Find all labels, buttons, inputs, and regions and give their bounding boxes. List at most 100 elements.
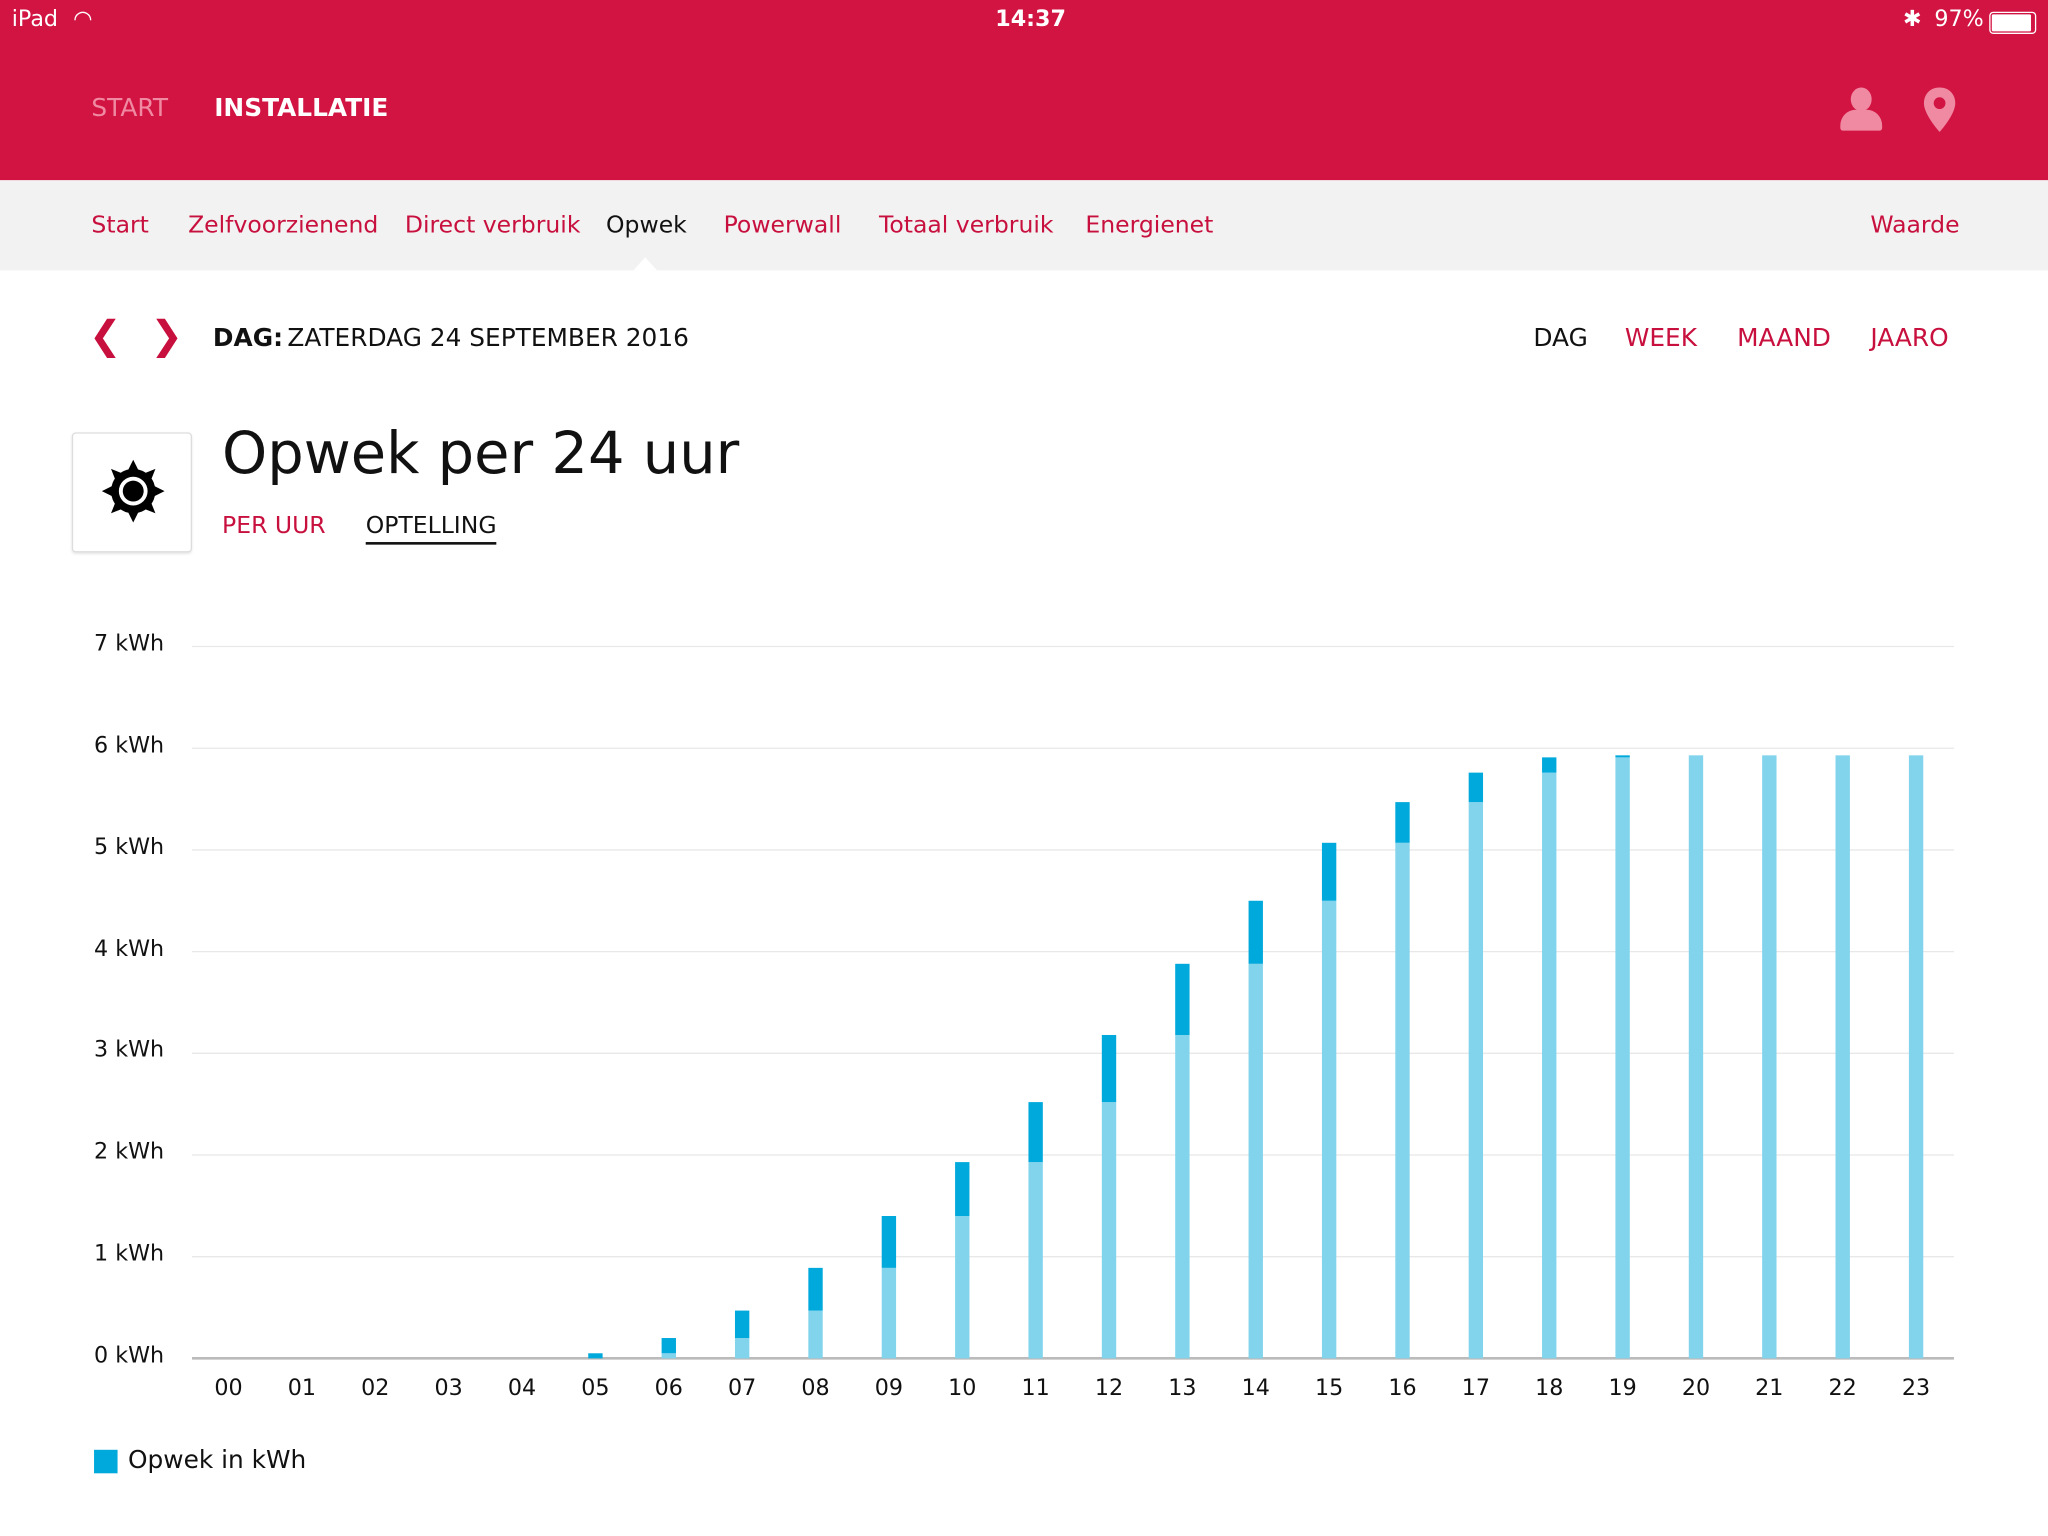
subnav-energienet[interactable]: Energienet: [1085, 211, 1214, 240]
bar-previous-total: [1688, 755, 1704, 1359]
bar-hour-increment[interactable]: [588, 1353, 603, 1359]
x-tick-label: 09: [874, 1375, 904, 1402]
y-tick-label: 5 kWh: [94, 834, 165, 861]
bar-hour-increment[interactable]: [1468, 772, 1484, 803]
bar-hour-increment[interactable]: [1542, 757, 1557, 773]
clock: 14:37: [995, 6, 1066, 33]
panel-title: Opwek per 24 uur: [222, 420, 740, 488]
subnav-waarde[interactable]: Waarde: [1870, 211, 1960, 240]
bar-previous-total: [1395, 842, 1410, 1359]
y-tick-label: 4 kWh: [94, 935, 165, 963]
x-tick-label: 02: [361, 1375, 390, 1402]
bar-previous-total: [1175, 1034, 1190, 1359]
x-tick-label: 20: [1681, 1375, 1711, 1402]
subnav-totaal-verbruik[interactable]: Totaal verbruik: [879, 211, 1054, 240]
bar-previous-total: [734, 1338, 750, 1359]
legend-label[interactable]: Opwek in kWh: [127, 1445, 307, 1475]
x-tick-label: 04: [507, 1375, 537, 1402]
y-tick-label: 3 kWh: [94, 1037, 165, 1064]
x-tick-label: 14: [1241, 1375, 1270, 1402]
bar-hour-increment[interactable]: [1175, 963, 1190, 1035]
bar-previous-total: [661, 1353, 676, 1359]
y-tick-label: 7 kWh: [94, 630, 165, 657]
active-indicator: [633, 257, 657, 271]
tab-optelling[interactable]: OPTELLING: [365, 512, 497, 545]
bar-hour-increment[interactable]: [1615, 755, 1630, 758]
user-icon[interactable]: [1840, 87, 1883, 132]
sub-nav: [0, 180, 2048, 271]
bar-previous-total: [1468, 802, 1484, 1359]
x-tick-label: 23: [1901, 1375, 1931, 1402]
x-tick-label: 05: [581, 1375, 610, 1402]
bar-hour-increment[interactable]: [955, 1162, 970, 1216]
tab-per-uur[interactable]: PER UUR: [222, 511, 326, 540]
bluetooth-icon: ✱: [1903, 6, 1922, 33]
prev-chevron-icon[interactable]: ❮: [88, 313, 122, 360]
y-tick-label: 0 kWh: [94, 1342, 165, 1369]
x-tick-label: 08: [801, 1375, 830, 1402]
y-tick-label: 6 kWh: [94, 732, 165, 759]
bar-previous-total: [1835, 755, 1850, 1359]
x-tick-label: 13: [1168, 1375, 1197, 1402]
bar-hour-increment[interactable]: [808, 1267, 823, 1311]
bar-previous-total: [808, 1310, 823, 1359]
x-tick-label: 10: [948, 1375, 977, 1402]
bar-hour-increment[interactable]: [734, 1310, 750, 1339]
period-jaar[interactable]: JAARO: [1870, 323, 1949, 353]
period-prefix: DAG:: [212, 323, 283, 353]
opwek-icon-box: [71, 432, 192, 553]
nav-start[interactable]: START: [91, 94, 168, 123]
subnav-start[interactable]: Start: [91, 211, 149, 240]
bar-previous-total: [955, 1215, 970, 1359]
x-tick-label: 19: [1608, 1375, 1637, 1402]
x-tick-label: 03: [434, 1375, 463, 1402]
bar-previous-total: [1028, 1162, 1043, 1359]
subnav-direct-verbruik[interactable]: Direct verbruik: [404, 211, 581, 240]
subnav-opwek[interactable]: Opwek: [606, 211, 687, 240]
bar-previous-total: [1762, 755, 1777, 1359]
y-tick-label: 2 kWh: [94, 1139, 165, 1166]
bar-previous-total: [1101, 1102, 1117, 1359]
sun-icon: [101, 459, 165, 523]
x-tick-label: 00: [214, 1375, 243, 1402]
x-tick-label: 17: [1461, 1375, 1490, 1402]
bar-previous-total: [881, 1267, 897, 1359]
period-week[interactable]: WEEK: [1624, 323, 1697, 353]
bar-hour-increment[interactable]: [1028, 1102, 1043, 1163]
period-maand[interactable]: MAAND: [1737, 323, 1831, 353]
period-label: ZATERDAG 24 SEPTEMBER 2016: [287, 323, 689, 353]
bar-hour-increment[interactable]: [881, 1215, 897, 1268]
x-tick-label: 16: [1388, 1375, 1417, 1402]
top-bar: [0, 0, 2048, 181]
period-dag[interactable]: DAG: [1533, 323, 1588, 353]
bar-hour-increment[interactable]: [661, 1338, 676, 1354]
bar-hour-increment[interactable]: [1321, 842, 1337, 901]
nav-installatie[interactable]: INSTALLATIE: [214, 94, 389, 123]
wifi-icon: ◠: [73, 6, 93, 33]
x-tick-label: 01: [287, 1375, 317, 1402]
subnav-powerwall[interactable]: Powerwall: [723, 211, 842, 240]
bar-hour-increment[interactable]: [1248, 900, 1263, 964]
bar-previous-total: [1542, 772, 1557, 1359]
bar-previous-total: [1248, 963, 1263, 1359]
x-tick-label: 12: [1094, 1375, 1124, 1402]
subnav-zelfvoorzienend[interactable]: Zelfvoorzienend: [188, 211, 379, 240]
bar-hour-increment[interactable]: [1395, 802, 1410, 843]
legend-swatch: [94, 1449, 118, 1474]
next-chevron-icon[interactable]: ❯: [150, 313, 184, 360]
x-tick-label: 07: [727, 1375, 757, 1402]
location-icon[interactable]: [1923, 87, 1957, 132]
x-tick-label: 22: [1828, 1375, 1857, 1402]
x-tick-label: 18: [1535, 1375, 1564, 1402]
y-tick-label: 1 kWh: [94, 1240, 165, 1268]
bar-hour-increment[interactable]: [1101, 1034, 1117, 1103]
device-label: iPad: [11, 6, 59, 33]
x-tick-label: 11: [1021, 1375, 1050, 1402]
battery-icon: [1989, 11, 2037, 34]
bar-previous-total: [1321, 900, 1337, 1359]
x-tick-label: 21: [1755, 1375, 1784, 1402]
x-tick-label: 15: [1314, 1375, 1344, 1402]
bar-previous-total: [1615, 757, 1630, 1359]
x-tick-label: 06: [654, 1375, 683, 1402]
